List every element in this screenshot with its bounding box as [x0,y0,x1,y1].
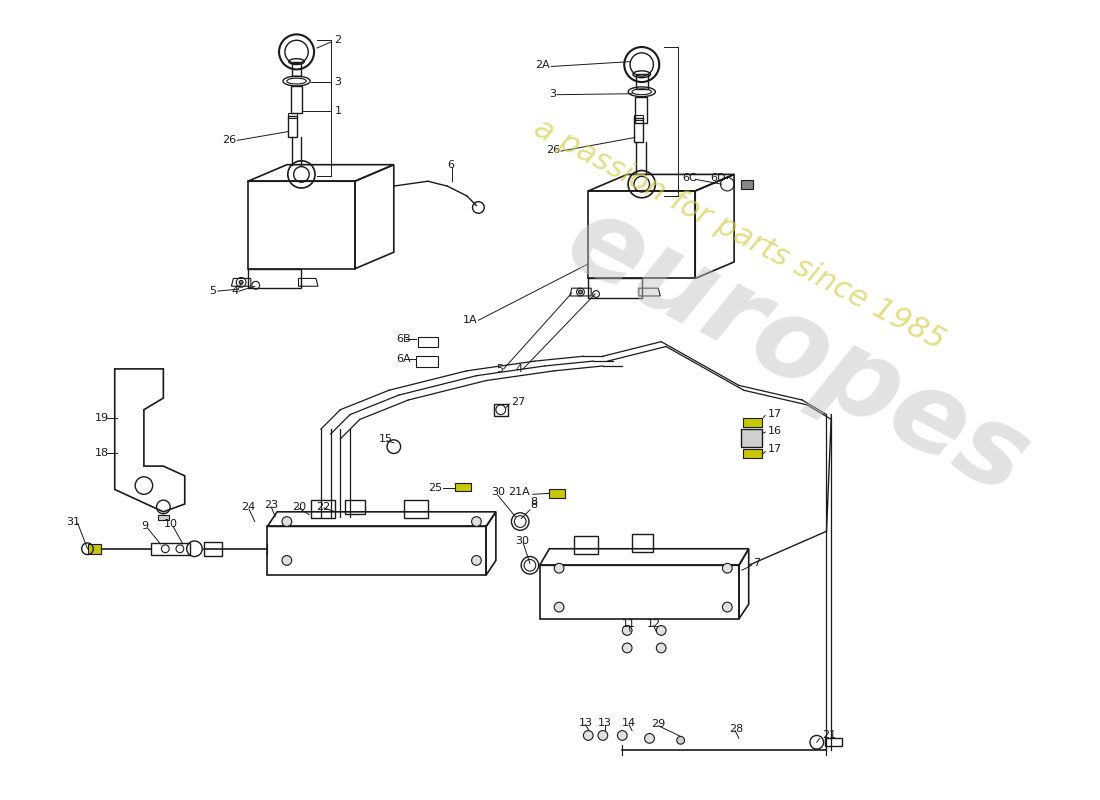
Circle shape [676,737,684,744]
Text: 15: 15 [379,434,393,444]
Circle shape [723,563,733,573]
Bar [636,74,648,89]
Text: 6: 6 [448,160,454,170]
Text: 7: 7 [754,558,761,568]
Bar [157,514,169,519]
Text: 11: 11 [623,618,636,629]
Circle shape [583,730,593,740]
Text: europes: europes [549,186,1046,518]
Circle shape [282,517,292,526]
Bar [494,404,507,415]
Bar [345,500,364,514]
Text: 2A: 2A [536,59,550,70]
Text: 16: 16 [768,426,782,436]
Circle shape [645,734,654,743]
Text: 13: 13 [579,718,593,728]
Circle shape [598,730,607,740]
Text: 3: 3 [549,89,557,98]
Text: 24: 24 [241,502,255,512]
Bar [292,62,301,76]
Text: 1: 1 [334,106,341,116]
Text: 29: 29 [651,718,666,729]
Bar [549,490,565,498]
Text: 19: 19 [96,413,109,422]
Circle shape [554,602,564,612]
Text: 17: 17 [768,409,782,418]
Text: 30: 30 [515,536,529,546]
Bar [290,86,303,113]
Bar [825,738,842,746]
Text: 20: 20 [292,502,306,512]
Bar [416,356,438,367]
Text: 30: 30 [491,487,505,498]
Text: 1A: 1A [463,315,477,326]
Text: 31: 31 [66,517,80,526]
Bar [311,500,336,518]
Circle shape [623,643,632,653]
Circle shape [617,730,627,740]
Bar [574,536,598,554]
Text: 26: 26 [546,145,560,155]
Text: 25: 25 [428,482,442,493]
Text: 14: 14 [623,718,637,728]
Bar [205,542,222,555]
Text: 6C: 6C [683,174,697,183]
Text: 18: 18 [96,449,109,458]
Text: 13: 13 [598,718,612,728]
Text: 3: 3 [334,77,341,87]
Text: 9: 9 [141,522,149,531]
Circle shape [554,563,564,573]
Text: 10: 10 [164,519,177,530]
Text: 8: 8 [530,497,537,507]
Circle shape [657,643,667,653]
Text: 4: 4 [515,364,522,374]
Text: 6B: 6B [397,334,411,344]
Bar [88,544,101,554]
Text: 5: 5 [209,286,216,296]
Text: 4: 4 [231,286,239,296]
Bar [634,115,642,120]
Bar [288,116,297,138]
Bar [632,534,653,552]
Text: 21: 21 [822,730,836,741]
Text: 17: 17 [768,444,782,454]
Bar [404,500,428,518]
Circle shape [472,517,482,526]
Text: 27: 27 [512,397,526,407]
Circle shape [723,602,733,612]
Circle shape [623,626,632,635]
Text: 21A: 21A [508,487,530,498]
Text: 28: 28 [729,724,744,734]
Text: 8: 8 [530,500,537,510]
Bar [288,113,297,118]
Circle shape [657,626,667,635]
Text: 22: 22 [316,502,330,512]
Bar [741,429,762,446]
Circle shape [282,555,292,566]
Bar [418,337,438,346]
Bar [151,543,189,554]
Text: 26: 26 [222,135,236,146]
Bar [455,482,471,491]
Text: 12: 12 [647,618,661,629]
Circle shape [239,281,243,284]
Text: 23: 23 [264,500,278,510]
Text: a passion for parts since 1985: a passion for parts since 1985 [529,114,949,356]
Text: 2: 2 [334,35,342,46]
Bar [742,449,762,458]
Bar [634,118,642,142]
Bar [741,180,752,189]
Bar [742,418,762,427]
Text: 6A: 6A [397,354,411,364]
Circle shape [472,555,482,566]
Text: 6D: 6D [710,174,725,183]
Circle shape [579,290,582,294]
Bar [635,97,647,123]
Text: 5: 5 [496,364,503,374]
